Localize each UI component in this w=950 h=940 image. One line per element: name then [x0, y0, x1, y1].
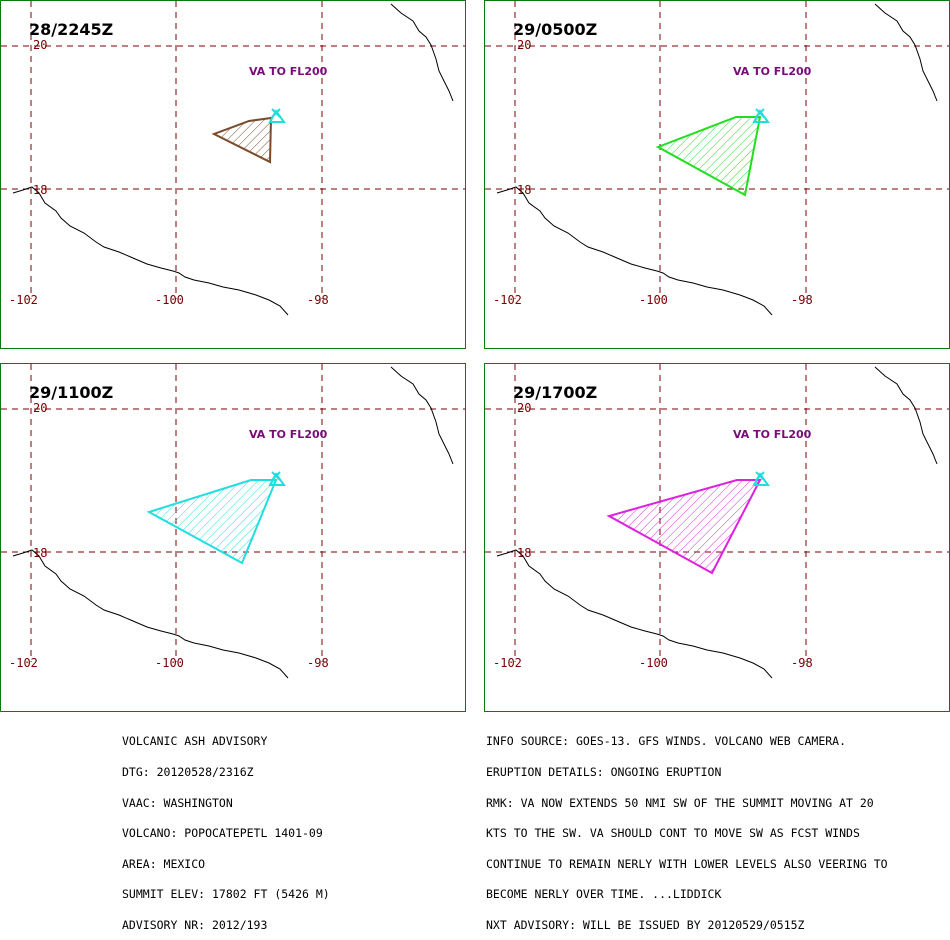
advisory-line: ERUPTION DETAILS: ONGOING ERUPTION	[486, 765, 722, 779]
longitude-label: -100	[155, 656, 184, 670]
map-panel: 28/2245Z VA TO FL200 20 18 -102 -100 -98	[0, 0, 466, 349]
longitude-label: -100	[639, 656, 668, 670]
ash-plume-area	[606, 479, 762, 575]
latitude-label: 20	[33, 401, 47, 415]
volcano-summit-icon	[271, 108, 281, 118]
longitude-label: -102	[493, 656, 522, 670]
ash-level-label: VA TO FL200	[733, 428, 812, 441]
panel-time-label: 29/1700Z	[513, 383, 597, 402]
map-panel: 29/1100Z VA TO FL200 20 18 -102 -100 -98	[0, 363, 466, 712]
advisory-left-text: VOLCANIC ASH ADVISORY DTG: 20120528/2316…	[122, 716, 330, 940]
longitude-label: -102	[9, 656, 38, 670]
advisory-line: VAAC: WASHINGTON	[122, 795, 233, 810]
advisory-line: INFO SOURCE: GOES-13. GFS WINDS. VOLCANO…	[486, 734, 847, 749]
map-canvas: 29/1100Z VA TO FL200 20 18 -102 -100 -98	[1, 364, 465, 679]
latitude-label: 18	[33, 546, 47, 560]
longitude-label: -102	[493, 293, 522, 307]
coastline	[12, 549, 289, 679]
advisory-line: DTG: 20120528/2316Z	[122, 765, 254, 779]
advisory-line: VOLCANIC ASH ADVISORY	[122, 734, 268, 749]
advisory-line: NXT ADVISORY: WILL BE ISSUED BY 20120529…	[486, 917, 805, 932]
ash-level-label: VA TO FL200	[249, 428, 328, 441]
advisory-line: KTS TO THE SW. VA SHOULD CONT TO MOVE SW…	[486, 826, 860, 841]
map-canvas: 29/0500Z VA TO FL200 20 18 -102 -100 -98	[485, 1, 949, 316]
volcano-summit-icon	[755, 108, 765, 118]
coastline	[390, 366, 454, 465]
longitude-label: -98	[791, 293, 813, 307]
latitude-label: 18	[517, 183, 531, 197]
latitude-label: 20	[517, 401, 531, 415]
advisory-line: CONTINUE TO REMAIN NERLY WITH LOWER LEVE…	[486, 856, 888, 871]
map-canvas: 28/2245Z VA TO FL200 20 18 -102 -100 -98	[1, 1, 465, 316]
longitude-label: -98	[307, 293, 329, 307]
longitude-label: -100	[639, 293, 668, 307]
volcano-summit-icon	[271, 471, 281, 481]
volcano-summit-icon	[755, 471, 765, 481]
advisory-line: SUMMIT ELEV: 17802 FT (5426 M)	[122, 887, 330, 902]
coastline	[390, 3, 454, 102]
coastline	[874, 3, 938, 102]
map-panel: 29/0500Z VA TO FL200 20 18 -102 -100 -98	[484, 0, 950, 349]
latitude-label: 18	[517, 546, 531, 560]
advisory-line: VOLCANO: POPOCATEPETL 1401-09	[122, 826, 323, 841]
longitude-label: -98	[307, 656, 329, 670]
coastline	[496, 549, 773, 679]
advisory-line: BECOME NERLY OVER TIME. ...LIDDICK	[486, 887, 722, 902]
map-canvas: 29/1700Z VA TO FL200 20 18 -102 -100 -98	[485, 364, 949, 679]
latitude-label: 20	[33, 38, 47, 52]
coastline	[496, 186, 773, 316]
panel-time-label: 29/0500Z	[513, 20, 597, 39]
latitude-label: 20	[517, 38, 531, 52]
coastline	[874, 366, 938, 465]
advisory-line: ADVISORY NR: 2012/193	[122, 917, 268, 932]
advisory-line: AREA: MEXICO	[122, 856, 206, 871]
map-panel: 29/1700Z VA TO FL200 20 18 -102 -100 -98	[484, 363, 950, 712]
coastline	[12, 186, 289, 316]
latitude-label: 18	[33, 183, 47, 197]
ash-plume-area	[211, 116, 273, 164]
panel-time-label: 29/1100Z	[29, 383, 113, 402]
panel-time-label: 28/2245Z	[29, 20, 113, 39]
advisory-line: RMK: VA NOW EXTENDS 50 NMI SW OF THE SUM…	[486, 795, 874, 810]
ash-level-label: VA TO FL200	[733, 65, 812, 78]
longitude-label: -98	[791, 656, 813, 670]
longitude-label: -100	[155, 293, 184, 307]
ash-level-label: VA TO FL200	[249, 65, 328, 78]
advisory-right-text: INFO SOURCE: GOES-13. GFS WINDS. VOLCANO…	[486, 716, 888, 940]
ash-plume-area	[655, 116, 762, 197]
ash-plume-area	[146, 479, 278, 565]
longitude-label: -102	[9, 293, 38, 307]
